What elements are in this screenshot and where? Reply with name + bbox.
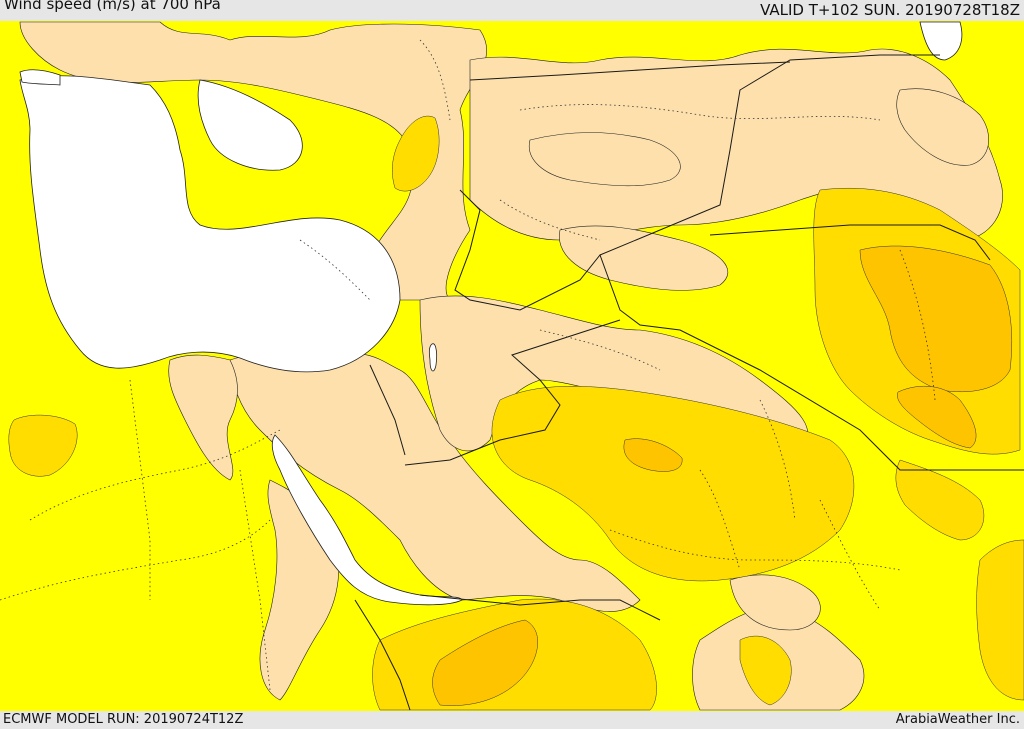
aegean-water: [197, 79, 303, 171]
country-boundaries: [354, 54, 1024, 711]
northern-sea-patch: [919, 21, 963, 61]
province-boundaries: [0, 39, 936, 691]
high-wind-areas: [432, 245, 1013, 706]
mediterranean-sea: [19, 75, 401, 373]
map-header: Wind speed (m/s) at 700 hPa VALID T+102 …: [0, 0, 1024, 21]
dead-sea: [428, 343, 438, 372]
wind-speed-map: [0, 21, 1024, 711]
map-title: Wind speed (m/s) at 700 hPa: [4, 0, 221, 13]
map-footer: ECMWF MODEL RUN: 20190724T12Z ArabiaWeat…: [0, 711, 1024, 729]
model-run-label: ECMWF MODEL RUN: 20190724T12Z: [3, 712, 244, 727]
valid-time-label: VALID T+102 SUN. 20190728T18Z: [760, 1, 1020, 19]
water-bodies: [19, 21, 963, 606]
credit-label: ArabiaWeather Inc.: [895, 712, 1020, 727]
red-sea-north: [271, 434, 463, 606]
